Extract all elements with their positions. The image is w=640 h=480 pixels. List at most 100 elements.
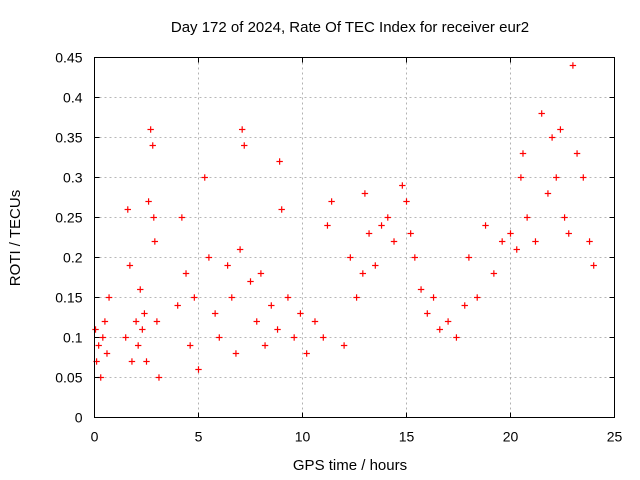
data-point (205, 254, 213, 261)
data-point (324, 222, 331, 229)
data-point (411, 254, 419, 261)
data-point (328, 198, 335, 205)
data-point (430, 294, 437, 301)
chart-title: Day 172 of 2024, Rate Of TEC Index for r… (171, 19, 529, 36)
data-point (224, 262, 231, 269)
data-point (186, 342, 194, 349)
x-tick-label: 10 (295, 429, 311, 445)
y-tick-label: 0.4 (63, 90, 83, 106)
data-point (340, 342, 348, 349)
y-tick-label: 0.2 (63, 250, 83, 266)
data-point (519, 150, 527, 157)
data-point (124, 206, 131, 213)
data-point (92, 326, 99, 333)
data-point (268, 302, 275, 309)
data-point (590, 262, 597, 269)
data-point (103, 350, 111, 357)
data-point (278, 206, 285, 213)
y-tick-label: 0.05 (55, 370, 82, 386)
data-point (174, 302, 181, 309)
data-point (548, 134, 556, 141)
data-point (122, 334, 129, 341)
data-point (453, 334, 460, 341)
ticks-layer: 0 0.05 0.1 0.15 0.2 0.25 0.3 0.35 0.4 0.45 0 5 10 15 2… (55, 50, 622, 445)
data-point (191, 294, 198, 301)
data-point (553, 174, 560, 181)
data-point (365, 230, 373, 237)
data-point (561, 214, 568, 221)
data-point (372, 262, 379, 269)
data-point (201, 174, 208, 181)
data-point (134, 342, 142, 349)
y-tick-label: 0.15 (55, 290, 82, 306)
data-point (390, 238, 398, 245)
data-point (232, 350, 240, 357)
data-point (532, 238, 539, 245)
data-point (359, 270, 367, 277)
data-point (474, 294, 481, 301)
x-tick-label: 15 (399, 429, 415, 445)
data-point (195, 366, 202, 373)
y-tick-label: 0.45 (55, 50, 82, 66)
data-point (498, 238, 506, 245)
y-tick-label: 0.3 (63, 170, 83, 186)
data-point (149, 142, 156, 149)
data-point (153, 318, 161, 325)
data-point (490, 270, 498, 277)
data-point (417, 286, 425, 293)
data-point (216, 334, 223, 341)
data-point (137, 286, 144, 293)
data-point (523, 214, 531, 221)
data-point (544, 190, 552, 197)
data-point (573, 150, 581, 157)
data-point (290, 334, 298, 341)
plot-frame (94, 57, 615, 418)
grid-layer (94, 57, 615, 418)
data-point (436, 326, 443, 333)
data-point (353, 294, 360, 301)
data-point (297, 310, 304, 317)
data-point (407, 230, 414, 237)
data-point (139, 326, 146, 333)
data-point (155, 374, 163, 381)
y-axis-label: ROTI / TECUs (7, 190, 24, 286)
data-point (95, 342, 102, 349)
data-point (538, 110, 545, 117)
x-tick-label: 20 (503, 429, 519, 445)
data-point (311, 318, 319, 325)
data-point (303, 350, 310, 357)
data-point (424, 310, 431, 317)
y-tick-label: 0.25 (55, 210, 82, 226)
data-point (361, 190, 369, 197)
data-point (105, 294, 113, 301)
data-point (238, 126, 246, 133)
data-point (403, 198, 410, 205)
data-point (513, 246, 520, 253)
data-point (461, 302, 468, 309)
x-tick-label: 0 (91, 429, 99, 445)
data-point (399, 182, 406, 189)
x-tick-label: 5 (195, 429, 203, 445)
data-point (320, 334, 327, 341)
data-point (347, 254, 354, 261)
data-point (126, 262, 134, 269)
data-point (128, 358, 136, 365)
data-point (241, 142, 248, 149)
data-point (182, 270, 190, 277)
data-point (557, 126, 564, 133)
data-point (228, 294, 235, 301)
data-point (586, 238, 593, 245)
y-tick-label: 0.35 (55, 130, 82, 146)
data-point (257, 270, 265, 277)
data-point (101, 318, 109, 325)
y-tick-label: 0.1 (63, 330, 83, 346)
y-tick-label: 0 (75, 410, 83, 426)
data-point (482, 222, 489, 229)
data-point (580, 174, 587, 181)
data-point (261, 342, 269, 349)
data-point (253, 318, 260, 325)
x-tick-label: 25 (607, 429, 623, 445)
data-point (517, 174, 525, 181)
data-point (284, 294, 292, 301)
